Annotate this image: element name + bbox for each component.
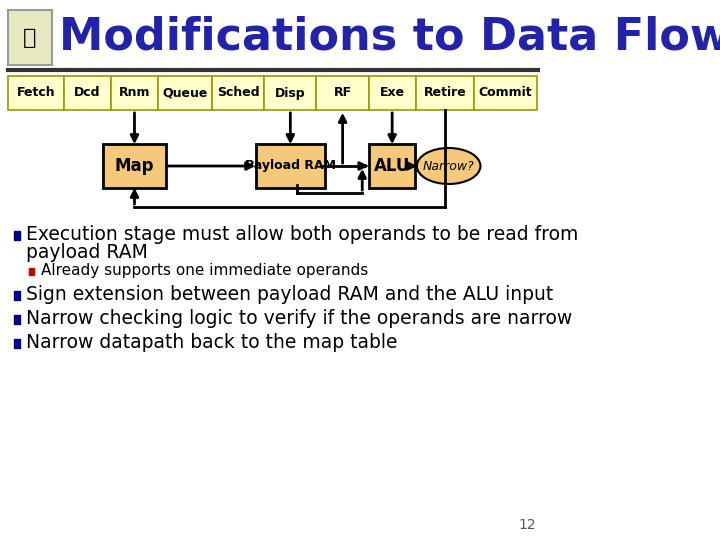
Text: Execution stage must allow both operands to be read from: Execution stage must allow both operands… (26, 226, 578, 245)
FancyBboxPatch shape (369, 144, 415, 188)
FancyBboxPatch shape (14, 315, 20, 324)
Text: 🐑: 🐑 (23, 28, 36, 48)
Text: 12: 12 (519, 518, 536, 532)
Text: Commit: Commit (479, 86, 533, 99)
Text: Sign extension between payload RAM and the ALU input: Sign extension between payload RAM and t… (26, 286, 553, 305)
FancyBboxPatch shape (111, 76, 158, 110)
Text: payload RAM: payload RAM (26, 244, 148, 262)
FancyBboxPatch shape (8, 10, 52, 65)
Text: Fetch: Fetch (17, 86, 55, 99)
Text: Already supports one immediate operands: Already supports one immediate operands (41, 264, 368, 279)
FancyBboxPatch shape (14, 231, 20, 240)
FancyBboxPatch shape (264, 76, 317, 110)
Text: Payload RAM: Payload RAM (245, 159, 336, 172)
Text: Disp: Disp (275, 86, 306, 99)
Text: Rnm: Rnm (119, 86, 150, 99)
Text: Narrow datapath back to the map table: Narrow datapath back to the map table (26, 334, 397, 353)
FancyBboxPatch shape (256, 144, 325, 188)
FancyBboxPatch shape (474, 76, 537, 110)
Text: Map: Map (114, 157, 154, 175)
Text: RF: RF (333, 86, 351, 99)
Text: Sched: Sched (217, 86, 259, 99)
FancyBboxPatch shape (212, 76, 264, 110)
Text: Queue: Queue (162, 86, 207, 99)
FancyBboxPatch shape (14, 339, 20, 348)
FancyBboxPatch shape (29, 268, 34, 275)
FancyBboxPatch shape (317, 76, 369, 110)
Text: Modifications to Data Flow: Modifications to Data Flow (59, 16, 720, 58)
FancyBboxPatch shape (103, 144, 166, 188)
Text: Exe: Exe (379, 86, 405, 99)
FancyBboxPatch shape (369, 76, 415, 110)
Ellipse shape (417, 148, 480, 184)
Text: ALU: ALU (374, 157, 410, 175)
FancyBboxPatch shape (64, 76, 111, 110)
Text: Narrow?: Narrow? (423, 159, 474, 172)
FancyBboxPatch shape (9, 76, 64, 110)
Text: Dcd: Dcd (74, 86, 101, 99)
FancyBboxPatch shape (415, 76, 474, 110)
Text: Retire: Retire (423, 86, 467, 99)
FancyBboxPatch shape (14, 291, 20, 300)
Text: Narrow checking logic to verify if the operands are narrow: Narrow checking logic to verify if the o… (26, 309, 572, 328)
FancyBboxPatch shape (158, 76, 212, 110)
